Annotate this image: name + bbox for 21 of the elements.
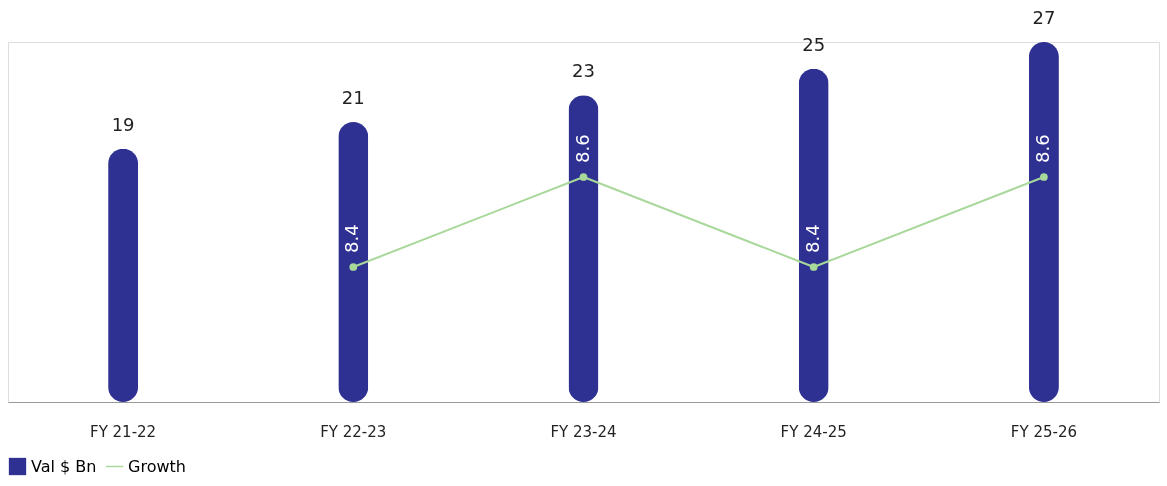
x-tick-label: FY 24-25 <box>780 422 847 441</box>
data-label: 19 <box>111 113 135 135</box>
bar <box>1028 42 1059 402</box>
legend-label: Growth <box>128 456 186 476</box>
x-tick-label: FY 23-24 <box>550 422 617 441</box>
data-label: 27 <box>1032 7 1056 28</box>
bar <box>108 148 139 402</box>
data-label: 21 <box>341 87 365 108</box>
data-label: 8.6 <box>571 134 593 163</box>
bar <box>568 95 599 402</box>
data-label: 25 <box>802 33 826 55</box>
data-label: 8.4 <box>341 224 363 253</box>
x-tick-label: FY 25-26 <box>1010 422 1077 441</box>
x-tick-label: FY 22-23 <box>320 422 387 441</box>
legend-label: Val $ Bn <box>31 456 97 476</box>
data-label: 8.4 <box>801 224 823 253</box>
x-tick-label: FY 21-22 <box>90 422 157 441</box>
data-label: 23 <box>572 60 595 82</box>
bar <box>338 122 369 402</box>
bar <box>798 68 829 402</box>
data-label: 8.6 <box>1031 134 1053 163</box>
